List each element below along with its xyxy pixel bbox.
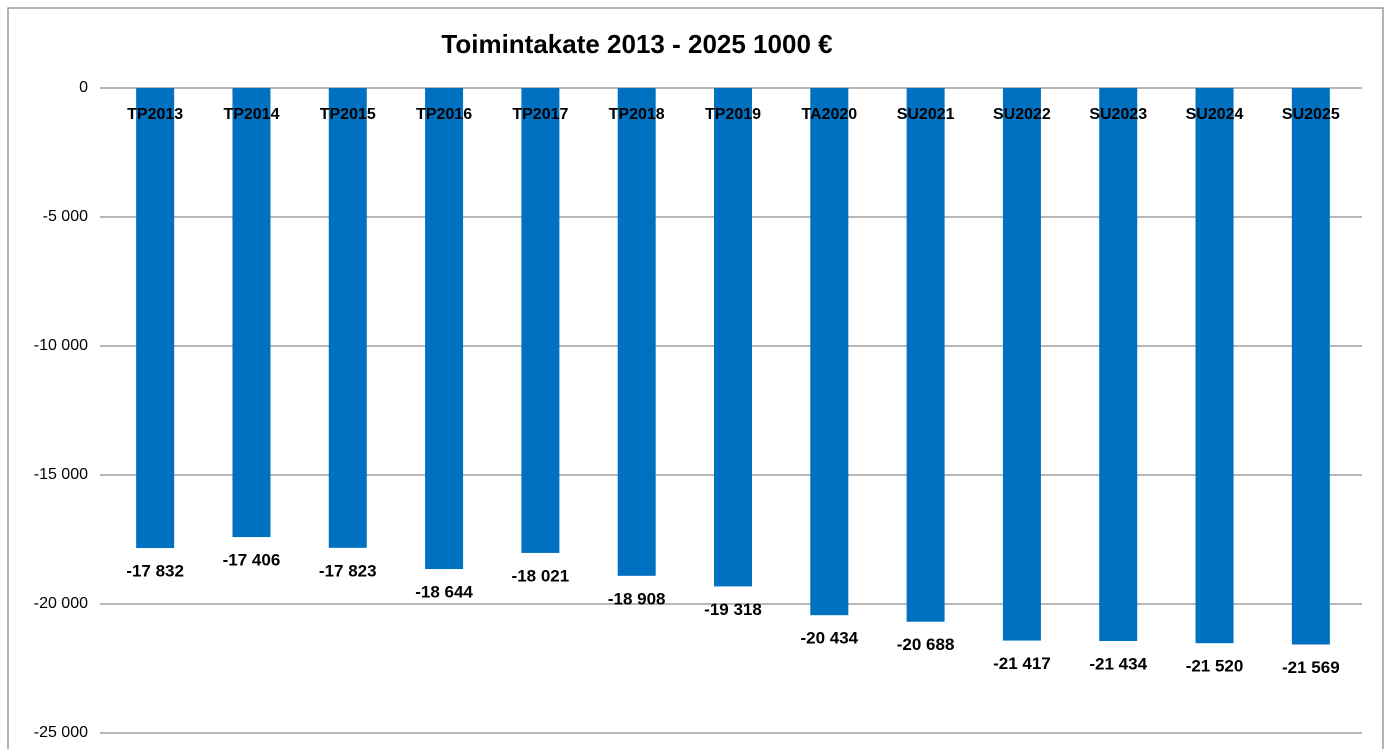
value-label: -17 406 [223,551,281,570]
x-tick-label: TP2018 [609,106,665,123]
bar [232,88,271,538]
value-label: -18 908 [608,589,666,608]
bar [810,88,849,616]
x-tick-label: SU2024 [1186,106,1244,123]
bar [328,88,367,548]
bar [521,88,560,553]
value-label: -18 021 [512,566,570,585]
y-tick-label: -25 000 [34,724,88,741]
bar [1099,88,1138,641]
x-tick-label: TP2016 [416,106,472,123]
x-tick-label: TP2015 [320,106,376,123]
y-tick-label: -10 000 [34,337,88,354]
x-tick-label: SU2022 [993,106,1051,123]
x-tick-label: SU2021 [897,106,955,123]
value-label: -20 688 [897,635,955,654]
value-label: -21 434 [1089,654,1147,673]
bar [617,88,656,576]
bar [714,88,752,587]
x-tick-label: TA2020 [801,106,857,123]
value-label: -18 644 [415,582,473,601]
bar [425,88,464,570]
value-label: -21 569 [1282,658,1340,677]
x-tick-label: TP2013 [127,106,183,123]
y-tick-label: -20 000 [34,595,88,612]
bar [906,88,945,622]
chart-frame [7,7,1384,749]
x-tick-label: SU2023 [1089,106,1147,123]
value-label: -17 832 [126,562,184,581]
y-tick-label: -15 000 [34,466,88,483]
bar [136,88,175,549]
value-label: -19 318 [704,600,762,619]
y-tick-label: -5 000 [43,208,88,225]
value-label: -21 520 [1186,657,1244,676]
bar [1195,88,1234,644]
value-label: -20 434 [800,629,858,648]
x-tick-label: TP2014 [223,106,279,123]
value-label: -21 417 [993,654,1051,673]
bar [1291,88,1330,645]
x-tick-label: TP2019 [705,106,761,123]
value-label: -17 823 [319,561,377,580]
x-tick-label: TP2017 [512,106,568,123]
bar [1002,88,1041,641]
y-tick-label: 0 [79,79,88,96]
x-tick-label: SU2025 [1282,106,1340,123]
chart-title: Toimintakate 2013 - 2025 1000 € [441,29,832,59]
